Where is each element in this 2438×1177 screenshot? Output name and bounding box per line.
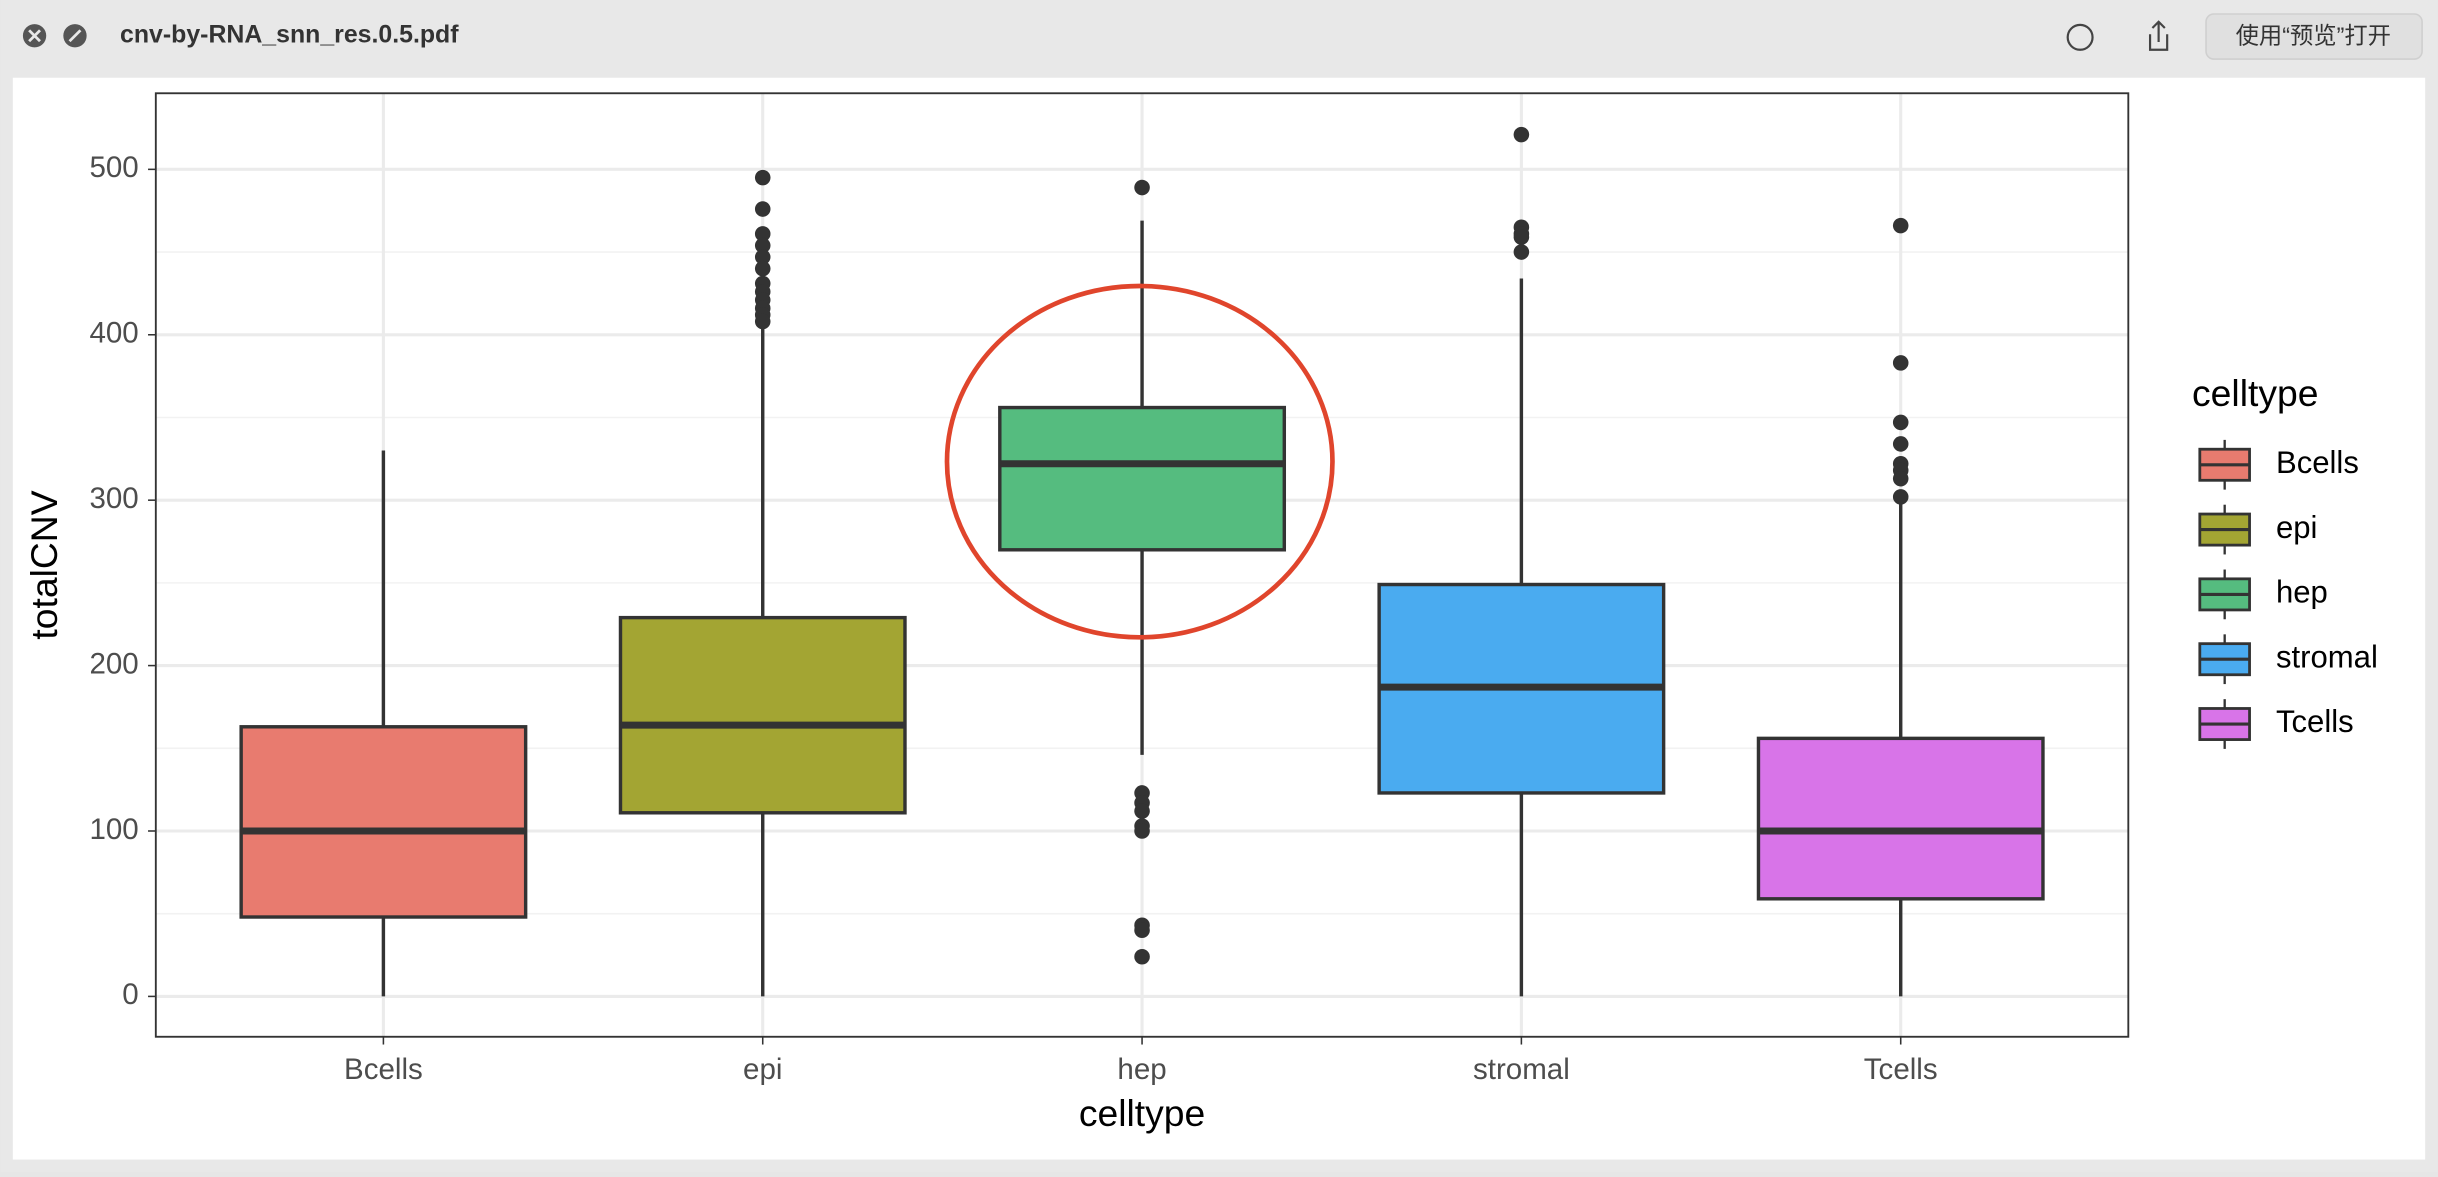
open-button-label: 使用“预览”打开 <box>2236 22 2391 48</box>
outlier <box>1134 179 1150 196</box>
outlier <box>1892 355 1909 371</box>
outlier <box>1892 217 1909 234</box>
outlier <box>754 237 771 254</box>
outlier <box>1513 229 1530 245</box>
y-tick-label: 100 <box>89 813 138 846</box>
share-button[interactable] <box>2148 20 2169 51</box>
close-icon <box>28 29 41 43</box>
highlight-circle <box>944 283 1335 640</box>
legend-label: Bcells <box>2276 445 2359 480</box>
outlier <box>1134 803 1150 819</box>
minimize-icon <box>68 29 82 43</box>
y-axis-title: totalCNV <box>23 490 65 639</box>
box <box>239 725 528 919</box>
outlier <box>1892 489 1909 505</box>
outlier <box>754 226 771 242</box>
window-title: cnv-by-RNA_snn_res.0.5.pdf <box>120 20 459 48</box>
legend-label: stromal <box>2276 639 2378 674</box>
y-tick-label: 500 <box>89 151 138 184</box>
outlier <box>1134 948 1150 965</box>
x-tick-label: Bcells <box>344 1053 423 1086</box>
legend-label: hep <box>2276 575 2328 610</box>
outlier <box>1513 126 1530 143</box>
outlier <box>1892 470 1909 487</box>
y-tick-label: 0 <box>122 978 138 1011</box>
x-tick-label: epi <box>743 1053 782 1086</box>
box <box>618 615 907 815</box>
y-tick-label: 300 <box>89 482 138 515</box>
y-tick-label: 400 <box>89 317 138 350</box>
x-axis-title: celltype <box>1079 1092 1205 1134</box>
x-tick-label: Tcells <box>1864 1053 1938 1086</box>
markup-button[interactable] <box>2066 23 2094 51</box>
outlier <box>754 313 771 330</box>
legend-label: Tcells <box>2276 704 2354 739</box>
outlier <box>1892 436 1909 452</box>
outlier <box>754 260 771 277</box>
legend-label: epi <box>2276 510 2317 545</box>
box <box>998 405 1287 552</box>
outlier <box>1134 823 1150 839</box>
outlier <box>754 169 771 186</box>
open-button[interactable] <box>2205 13 2423 60</box>
outlier <box>1513 244 1530 260</box>
y-tick-label: 200 <box>89 647 138 680</box>
outlier <box>1134 922 1150 939</box>
box <box>1756 736 2045 901</box>
x-tick-label: stromal <box>1473 1053 1570 1086</box>
legend-title: celltype <box>2192 372 2318 414</box>
outlier <box>754 201 771 217</box>
x-tick-label: hep <box>1117 1053 1166 1086</box>
outlier <box>754 249 771 265</box>
outlier <box>1892 414 1909 431</box>
chart: 0 100 200 300 400 500 Bcells epi hep stromal Tcell… <box>23 92 2378 1134</box>
panel-border <box>154 92 2130 1038</box>
